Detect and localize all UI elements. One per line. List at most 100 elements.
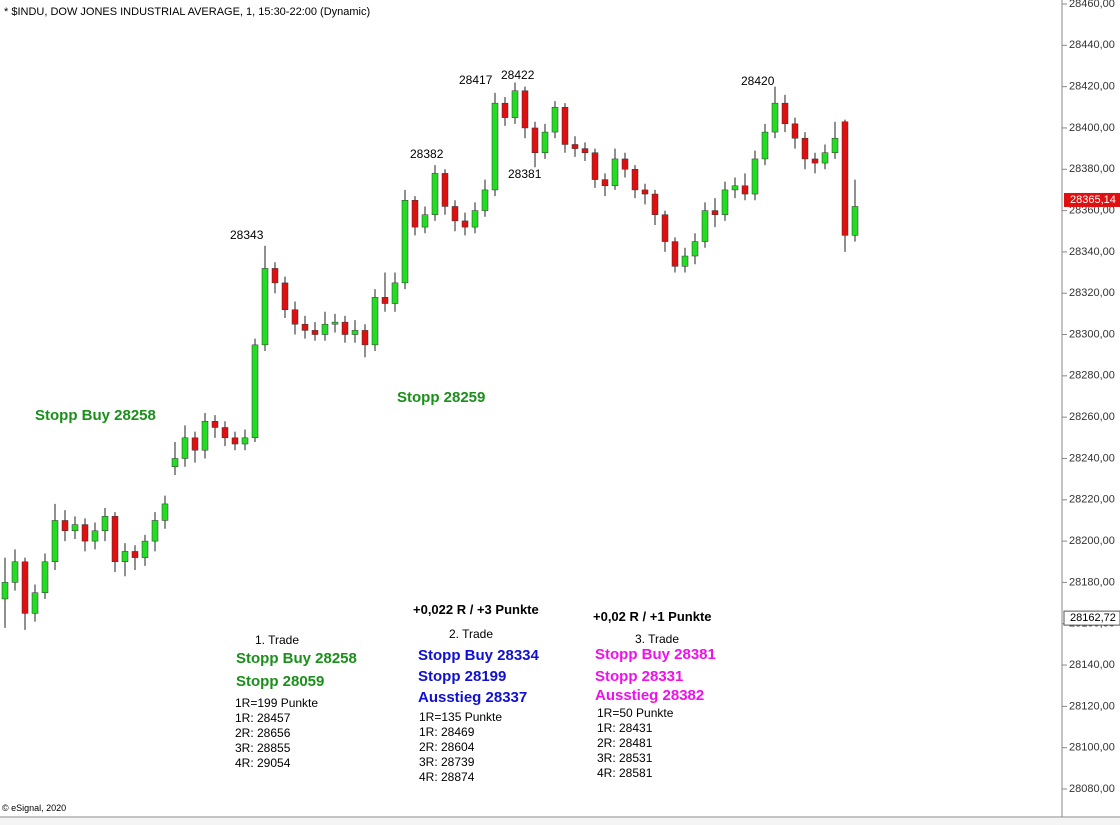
candle-body	[801, 138, 809, 160]
trade-order: Ausstieg 28337	[418, 689, 527, 706]
candle-body	[141, 540, 149, 558]
trade-target: 1R: 28457	[235, 711, 291, 725]
candle-body	[311, 330, 319, 335]
last-price-box	[1064, 192, 1120, 207]
trade-target: 3R: 28855	[235, 741, 291, 755]
candle-body	[201, 421, 209, 451]
candle-body	[491, 102, 499, 191]
candle-body	[851, 206, 859, 236]
trade-order: Stopp Buy 28334	[418, 647, 540, 664]
candle-body	[501, 102, 509, 118]
candle-body	[731, 185, 739, 191]
candle-body	[151, 520, 159, 542]
candle-body	[241, 437, 249, 445]
candle-body	[621, 158, 629, 170]
candle-body	[401, 200, 409, 284]
candle-body	[381, 297, 389, 304]
ref-price-label: 28162,72	[1070, 612, 1116, 624]
candle-body	[831, 138, 839, 153]
y-tick-label: 28460,00	[1069, 0, 1115, 10]
trade-target: 4R: 29054	[235, 756, 291, 770]
candle-body	[681, 255, 689, 267]
candle-body	[531, 127, 539, 153]
candle-body	[251, 344, 259, 439]
candle-body	[791, 123, 799, 139]
candle-body	[361, 330, 369, 346]
candle-body	[21, 561, 29, 614]
candle-body	[271, 268, 279, 284]
candle-body	[191, 437, 199, 451]
candle-body	[61, 520, 69, 532]
candle-body	[711, 210, 719, 215]
candle-body	[261, 268, 269, 346]
footer: © eSignal, 2020	[2, 803, 66, 813]
y-tick-label: 28340,00	[1069, 246, 1115, 258]
candle-body	[651, 193, 659, 215]
candle-body	[1, 582, 9, 600]
candle-body	[811, 158, 819, 164]
candle-body	[351, 330, 359, 335]
candle-body	[511, 90, 519, 118]
candle-body	[481, 189, 489, 211]
y-tick-label: 28420,00	[1069, 81, 1115, 93]
y-tick-label: 28100,00	[1069, 742, 1115, 754]
chart-title: * $INDU, DOW JONES INDUSTRIAL AVERAGE, 1…	[4, 6, 370, 18]
candle-body	[821, 152, 829, 164]
last-price-label: 28365,14	[1070, 194, 1116, 206]
candle-body	[331, 321, 339, 325]
trade-target: 3R: 28739	[419, 755, 475, 769]
candle-body	[411, 200, 419, 228]
candle-body	[641, 189, 649, 195]
candle-body	[101, 516, 109, 532]
trade-target: 2R: 28656	[235, 726, 291, 740]
candle-body	[211, 421, 219, 428]
candle-body	[131, 551, 139, 558]
candle-body	[841, 121, 849, 236]
trade-order: Stopp 28059	[236, 673, 324, 690]
candle-body	[601, 179, 609, 187]
trade-result: +0,022 R / +3 Punkte	[413, 602, 539, 617]
candle-body	[301, 323, 309, 331]
trade-target: 2R: 28481	[597, 736, 653, 750]
candle-body	[161, 503, 169, 521]
y-tick-label: 28200,00	[1069, 535, 1115, 547]
peak-label: 28417	[459, 73, 493, 87]
candle-body	[171, 458, 179, 467]
peak-label: 28420	[741, 74, 775, 88]
candle-body	[591, 152, 599, 180]
peak-label: 28382	[410, 147, 444, 161]
candle-body	[291, 309, 299, 325]
candle-body	[51, 520, 59, 563]
trade-target: 1R=50 Punkte	[597, 706, 674, 720]
annotation: Stopp 28259	[397, 389, 485, 406]
y-tick-label: 28300,00	[1069, 328, 1115, 340]
trade-order: Stopp Buy 28258	[236, 650, 357, 667]
candle-body	[461, 220, 469, 228]
trade-target: 1R: 28469	[419, 725, 475, 739]
candle-body	[781, 102, 789, 125]
candle-body	[71, 524, 79, 532]
peak-label: 28422	[501, 68, 535, 82]
candle-body	[31, 592, 39, 614]
trade-order: Stopp 28199	[418, 668, 506, 685]
trade-label: 2. Trade	[449, 627, 493, 641]
candle-body	[691, 241, 699, 257]
candle-body	[671, 241, 679, 267]
candle-body	[81, 524, 89, 542]
candle-body	[221, 427, 229, 439]
candle-body	[701, 210, 709, 242]
ref-price-box	[1063, 610, 1120, 626]
candle-body	[551, 107, 559, 133]
candle-body	[121, 551, 129, 563]
trade-order: Stopp Buy 28381	[595, 646, 716, 663]
y-tick-label: 28360,00	[1069, 204, 1115, 216]
trade-target: 1R: 28431	[597, 721, 653, 735]
candle-body	[721, 189, 729, 215]
candle-body	[771, 102, 779, 133]
peak-label: 28343	[230, 228, 264, 242]
candle-body	[571, 144, 579, 149]
y-tick-label: 28140,00	[1069, 659, 1115, 671]
candle-body	[631, 169, 639, 191]
candle-body	[451, 206, 459, 222]
